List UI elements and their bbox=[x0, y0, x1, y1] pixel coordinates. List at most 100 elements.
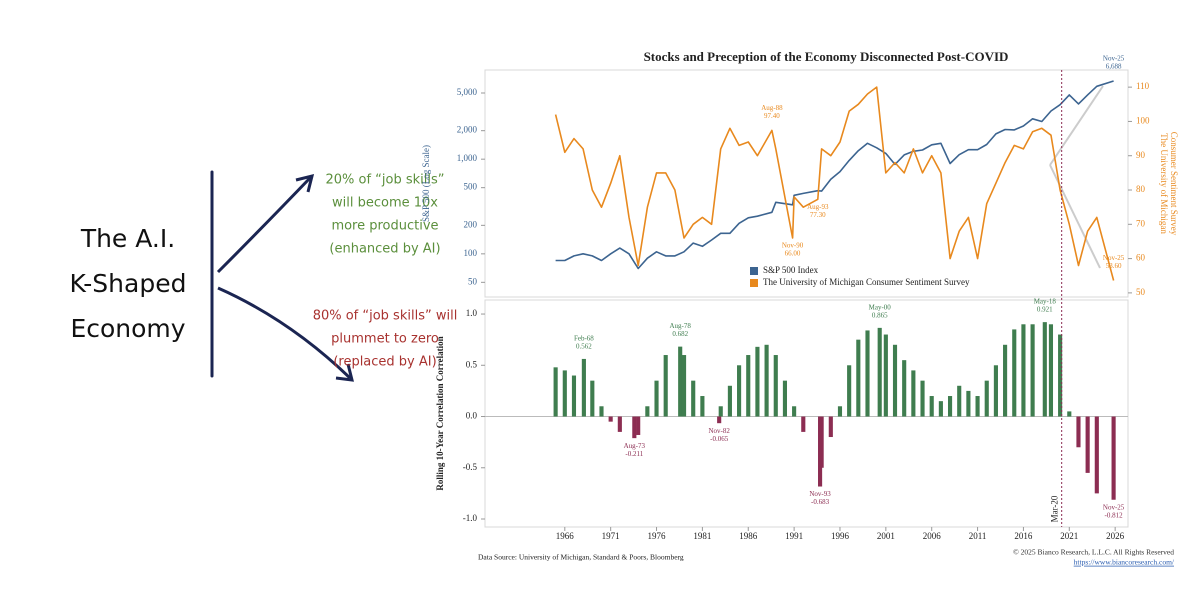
bar bbox=[1076, 416, 1081, 448]
y-axis-label: S&P 500 (Log Scale) bbox=[421, 145, 431, 222]
y-tick-label: 5,000 bbox=[457, 87, 478, 97]
annotation-value: 0.921 bbox=[1037, 306, 1053, 314]
annotation-date: May-00 bbox=[869, 303, 892, 311]
bar bbox=[877, 327, 882, 417]
bar bbox=[654, 380, 659, 417]
bar bbox=[632, 416, 637, 439]
y2-tick-label: 80 bbox=[1136, 184, 1146, 194]
annotation-value: 0.682 bbox=[672, 330, 688, 338]
diagram-note: (enhanced by AI) bbox=[329, 242, 440, 257]
chart-title: Stocks and Preception of the Economy Dis… bbox=[644, 49, 1009, 64]
y2-tick-label: 110 bbox=[1136, 81, 1150, 91]
plot-frame bbox=[484, 299, 1129, 528]
bar bbox=[847, 365, 852, 417]
annotation-date: Nov-93 bbox=[809, 490, 831, 498]
x-tick-label: 2001 bbox=[877, 531, 895, 541]
annotation-date: May-18 bbox=[1034, 298, 1057, 306]
x-tick-label: 1996 bbox=[831, 531, 850, 541]
annotation-date: Nov-25 bbox=[1103, 254, 1125, 262]
bar bbox=[902, 360, 907, 417]
x-tick-label: 1981 bbox=[693, 531, 711, 541]
annotation-value: -0.812 bbox=[1105, 511, 1124, 519]
down-arrowhead bbox=[335, 363, 354, 382]
bar bbox=[938, 401, 943, 417]
x-tick-label: 1986 bbox=[739, 531, 758, 541]
y-tick-label: -1.0 bbox=[463, 513, 478, 523]
annotation-date: Feb-68 bbox=[574, 335, 594, 343]
annotation-date: Aug-93 bbox=[807, 203, 829, 211]
bar bbox=[562, 370, 567, 417]
bar bbox=[1067, 411, 1072, 417]
bar bbox=[1048, 324, 1054, 417]
y-tick-label: 1,000 bbox=[457, 153, 478, 163]
legend-swatch bbox=[750, 267, 758, 275]
annotation-value: 0.562 bbox=[576, 343, 592, 351]
diagram-title: The A.I. bbox=[80, 224, 175, 253]
y-tick-label: 50 bbox=[468, 276, 478, 286]
bar bbox=[865, 330, 870, 417]
bar bbox=[663, 355, 668, 417]
bar bbox=[1085, 416, 1090, 473]
bar bbox=[1012, 329, 1017, 417]
bar bbox=[1021, 324, 1026, 417]
y2-tick-label: 70 bbox=[1136, 218, 1146, 228]
y2-tick-label: 60 bbox=[1136, 253, 1146, 263]
annotation-value: 97.40 bbox=[764, 112, 780, 120]
x-tick-label: 1971 bbox=[602, 531, 620, 541]
copyright: © 2025 Bianco Research, L.L.C. All Right… bbox=[1013, 548, 1174, 557]
bar bbox=[993, 365, 998, 417]
bar bbox=[755, 346, 760, 417]
annotation-value: 0.865 bbox=[872, 311, 888, 319]
diagram-note: will become 10x bbox=[332, 196, 438, 211]
annotation-value: -0.683 bbox=[811, 498, 830, 506]
bar bbox=[1003, 344, 1008, 417]
y2-tick-label: 90 bbox=[1136, 150, 1146, 160]
bar bbox=[608, 416, 613, 422]
diagram-note: more productive bbox=[331, 219, 438, 234]
x-tick-label: 2006 bbox=[923, 531, 942, 541]
x-tick-label: 2021 bbox=[1060, 531, 1078, 541]
y-tick-label: 0.0 bbox=[466, 411, 478, 421]
y-axis-label: Rolling 10-Year Correlation Correlation bbox=[435, 336, 445, 490]
bar bbox=[837, 406, 843, 417]
series-line bbox=[554, 86, 1115, 281]
annotation-date: Nov-90 bbox=[782, 242, 804, 250]
legend-swatch bbox=[750, 279, 758, 287]
bar bbox=[856, 339, 861, 417]
bar bbox=[737, 365, 742, 417]
bar bbox=[1111, 416, 1116, 500]
bar bbox=[681, 355, 687, 417]
annotation-date: Nov-82 bbox=[708, 427, 730, 435]
plot-frame bbox=[484, 69, 1129, 298]
bar bbox=[883, 334, 888, 417]
y-tick-label: 500 bbox=[464, 182, 478, 192]
bar bbox=[828, 416, 833, 438]
legend-label: The University of Michigan Consumer Sent… bbox=[763, 277, 970, 287]
diagram-note: plummet to zero bbox=[331, 332, 439, 347]
x-tick-label: 2011 bbox=[969, 531, 987, 541]
annotation-value: -0.211 bbox=[625, 450, 643, 458]
bar bbox=[1094, 416, 1099, 494]
up-arrow bbox=[216, 176, 312, 274]
bar bbox=[929, 396, 934, 417]
bar bbox=[1030, 324, 1035, 417]
bar bbox=[920, 380, 925, 417]
link[interactable]: https://www.biancoresearch.com/ bbox=[1074, 558, 1175, 567]
bar bbox=[717, 416, 722, 424]
bar bbox=[691, 380, 696, 417]
legend-label: S&P 500 Index bbox=[763, 265, 819, 275]
bar bbox=[911, 370, 916, 417]
bar bbox=[678, 346, 683, 417]
down-arrow bbox=[217, 286, 352, 380]
bar bbox=[801, 416, 806, 432]
bar bbox=[975, 396, 980, 417]
k-diagram: The A.I. K-Shaped Economy 20% of “job sk… bbox=[70, 170, 457, 382]
trend-arrow bbox=[1049, 85, 1104, 166]
bar bbox=[792, 406, 797, 417]
bar bbox=[599, 406, 604, 417]
annotation-value: 66.00 bbox=[785, 250, 801, 258]
bar bbox=[718, 406, 723, 417]
annotation-value: 53.60 bbox=[1106, 262, 1122, 270]
bar bbox=[571, 375, 577, 417]
